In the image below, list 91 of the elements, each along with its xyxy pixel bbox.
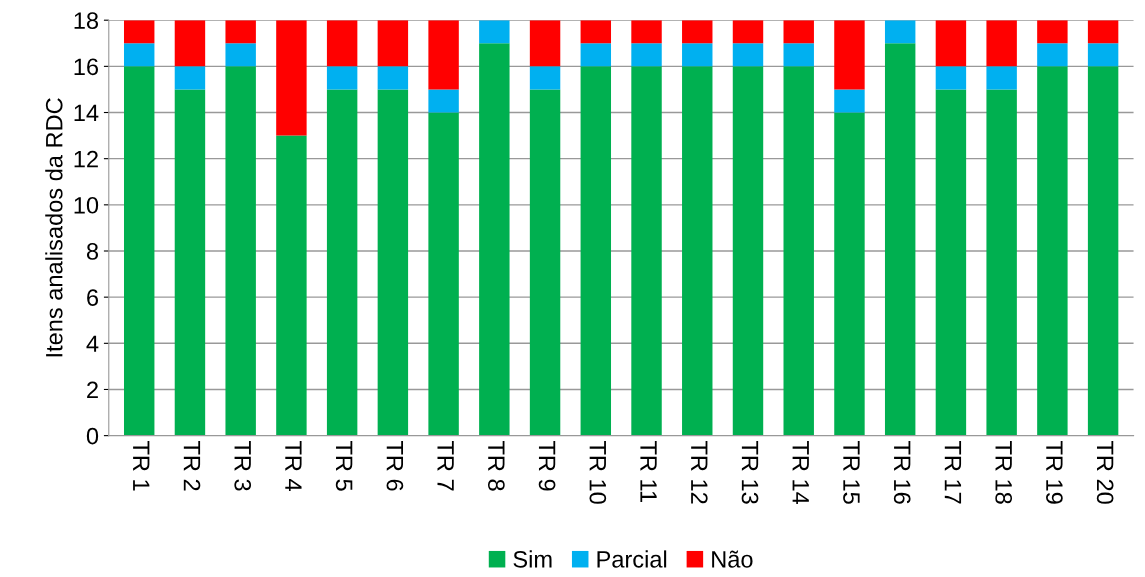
x-tick-label: TR 16	[893, 441, 911, 504]
x-tick-label: TR 1	[133, 441, 150, 491]
bar	[580, 43, 612, 67]
bar	[834, 89, 865, 113]
bar	[529, 20, 561, 67]
bar	[1037, 66, 1068, 436]
bar	[986, 66, 1017, 90]
legend-label: Parcial	[597, 550, 667, 568]
y-tick-label: 16	[74, 58, 99, 76]
bar	[326, 20, 358, 67]
bar	[428, 112, 459, 436]
x-tick-label: TR 13	[741, 441, 759, 504]
bar	[884, 20, 916, 44]
bar	[935, 20, 967, 67]
bar	[580, 20, 612, 44]
bar	[326, 66, 358, 90]
bar	[935, 89, 967, 436]
x-tick-label: TR 6	[386, 441, 404, 491]
x-tick-label: TR 2	[183, 441, 201, 491]
x-tick-label: TR 18	[995, 441, 1013, 504]
x-tick-label: TR 10	[589, 441, 607, 504]
bar	[986, 89, 1017, 436]
bar	[276, 20, 307, 136]
bar	[631, 66, 662, 436]
y-tick-label: 18	[74, 12, 99, 29]
x-tick-label: TR 12	[691, 441, 708, 504]
bar	[935, 66, 967, 90]
bar	[834, 112, 865, 436]
y-tick-label: 14	[74, 104, 99, 122]
bar	[123, 20, 155, 44]
bar	[783, 43, 814, 67]
bar	[986, 20, 1017, 67]
bar	[174, 66, 206, 90]
bar	[580, 66, 612, 436]
bar	[1087, 66, 1119, 436]
bar	[529, 66, 561, 90]
bar	[174, 89, 206, 436]
x-tick-label: TR 4	[285, 441, 302, 491]
y-tick-label: 12	[74, 150, 98, 168]
y-tick-label: 4	[86, 335, 99, 352]
bar	[783, 20, 814, 44]
bar	[123, 66, 155, 436]
bar	[732, 20, 764, 44]
x-tick-label: TR 14	[792, 441, 809, 505]
y-tick-label: 2	[87, 381, 98, 399]
x-tick-label: TR 9	[538, 441, 556, 491]
y-tick-label: 6	[87, 289, 99, 306]
bar	[1037, 43, 1068, 67]
x-tick-label: TR 19	[1046, 441, 1063, 504]
bar	[1087, 43, 1119, 67]
bar	[225, 43, 256, 67]
bar	[529, 89, 561, 436]
bar	[479, 43, 510, 436]
bar	[1037, 20, 1068, 44]
bar	[276, 135, 307, 436]
y-tick-label: 8	[86, 243, 99, 260]
bar	[123, 43, 155, 67]
x-tick-label: TR 8	[488, 441, 505, 491]
bar	[225, 20, 256, 44]
legend-label: Sim	[513, 550, 552, 568]
bar	[377, 20, 409, 67]
x-tick-label: TR 7	[437, 441, 454, 491]
x-tick-label: TR 20	[1096, 441, 1114, 504]
bar	[326, 89, 358, 436]
x-tick-label: TR 3	[234, 441, 252, 491]
bar	[174, 20, 206, 67]
bar	[225, 66, 256, 436]
bar	[682, 43, 713, 67]
bar	[732, 43, 764, 67]
bar	[682, 20, 713, 44]
bar	[631, 20, 662, 44]
x-tick-label: TR 5	[335, 441, 353, 491]
y-tick-label: 0	[86, 427, 99, 445]
legend-label: Não	[712, 550, 753, 568]
bar	[783, 66, 814, 436]
bar	[884, 43, 916, 436]
x-tick-label: TR 11	[640, 441, 657, 502]
x-tick-label: TR 17	[944, 441, 962, 504]
y-tick-label: 10	[74, 196, 99, 214]
bar	[732, 66, 764, 436]
bar	[428, 20, 459, 90]
bar	[479, 20, 510, 44]
bar	[631, 43, 662, 67]
bar	[377, 66, 409, 90]
bar	[377, 89, 409, 436]
bar	[834, 20, 865, 90]
x-tick-label: TR 15	[843, 441, 860, 504]
bar	[682, 66, 713, 436]
bar	[1087, 20, 1119, 44]
bar	[428, 89, 459, 113]
y-axis-title: Itens analisados da RDC	[45, 98, 63, 357]
